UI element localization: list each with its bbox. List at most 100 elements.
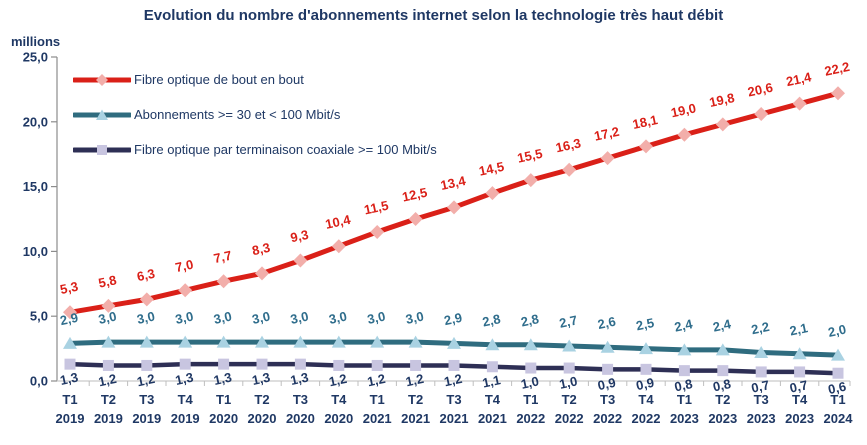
- data-point-marker-square: [410, 359, 422, 371]
- x-tick-label-year: 2019: [171, 411, 200, 426]
- data-point-marker-triangle: [255, 335, 269, 348]
- data-label: 2,2: [750, 319, 771, 337]
- y-tick-label: 0,0: [30, 374, 48, 389]
- data-point-marker-square: [717, 365, 729, 377]
- data-label: 7,7: [212, 248, 233, 266]
- data-point-marker-diamond: [331, 239, 346, 254]
- y-axis-unit-label: millions: [11, 34, 61, 49]
- data-point-marker-square: [371, 359, 383, 371]
- x-tick-label-quarter: T1: [62, 392, 77, 407]
- data-point-marker-square: [448, 359, 460, 371]
- data-label: 3,0: [251, 309, 272, 327]
- data-point-marker-square: [678, 365, 690, 377]
- data-point-marker-diamond: [178, 283, 193, 298]
- data-label: 2,9: [59, 310, 80, 328]
- x-tick-label-year: 2023: [747, 411, 776, 426]
- data-label: 3,0: [97, 309, 118, 327]
- data-point-marker-square: [141, 359, 153, 371]
- legend-swatch-graphic: [71, 109, 133, 120]
- x-tick-label-year: 2022: [516, 411, 545, 426]
- x-tick-label-quarter: T1: [677, 392, 692, 407]
- data-label: 11,5: [363, 198, 390, 218]
- data-label: 1,2: [135, 371, 156, 389]
- y-tick-label: 15,0: [23, 179, 48, 194]
- data-point-marker-triangle: [216, 335, 231, 348]
- data-label: 3,0: [327, 309, 348, 327]
- data-point-marker-diamond: [754, 107, 769, 122]
- data-point-marker-triangle: [101, 335, 116, 348]
- data-point-marker-triangle: [293, 335, 308, 348]
- data-label: 1,2: [443, 371, 464, 389]
- data-label: 19,0: [670, 100, 698, 120]
- data-point-marker-square: [294, 358, 306, 370]
- data-point-marker-square: [563, 362, 575, 374]
- data-label: 0,8: [673, 376, 694, 394]
- legend-swatch-line-diamond-icon: [71, 72, 133, 88]
- data-point-marker-diamond: [831, 86, 845, 101]
- x-tick-label-year: 2023: [708, 411, 737, 426]
- x-tick-label-year: 2020: [286, 411, 315, 426]
- data-label: 1,2: [327, 371, 348, 389]
- data-point-marker-triangle: [485, 338, 500, 351]
- legend-marker-triangle-icon: [96, 109, 108, 120]
- data-label: 2,8: [481, 311, 502, 329]
- legend-label: Abonnements >= 30 et < 100 Mbit/s: [134, 107, 341, 122]
- data-point-marker-diamond: [370, 224, 385, 239]
- data-label: 1,3: [212, 370, 233, 388]
- data-label: 2,7: [558, 312, 579, 330]
- data-point-marker-square: [218, 358, 230, 370]
- x-tick-label-quarter: T3: [754, 392, 769, 407]
- data-label: 2,9: [443, 310, 464, 328]
- data-label: 1,2: [366, 371, 387, 389]
- data-point-marker-diamond: [216, 274, 231, 289]
- data-point-marker-triangle: [370, 335, 385, 348]
- data-point-marker-square: [794, 366, 806, 378]
- data-point-marker-square: [333, 359, 345, 371]
- data-point-marker-square: [755, 366, 767, 378]
- data-label: 10,4: [324, 212, 353, 232]
- data-point-marker-diamond: [600, 151, 615, 166]
- data-label: 0,7: [788, 377, 809, 395]
- data-point-marker-diamond: [408, 212, 423, 226]
- data-label: 7,0: [174, 257, 195, 275]
- data-point-marker-triangle: [523, 338, 538, 351]
- x-tick-label-year: 2020: [209, 411, 238, 426]
- data-point-marker-diamond: [677, 127, 692, 142]
- data-point-marker-square: [486, 361, 498, 373]
- data-label: 21,4: [785, 69, 814, 89]
- data-label: 3,0: [289, 309, 310, 327]
- data-point-marker-square: [640, 363, 652, 375]
- x-tick-label-year: 2021: [478, 411, 507, 426]
- data-label: 2,6: [596, 314, 617, 332]
- legend-swatch-graphic: [71, 144, 133, 155]
- legend-label: Fibre optique de bout en bout: [134, 72, 304, 87]
- data-point-marker-square: [525, 362, 537, 374]
- data-point-marker-triangle: [562, 339, 577, 352]
- data-point-marker-diamond: [715, 117, 730, 132]
- data-point-marker-triangle: [331, 335, 346, 348]
- data-label: 0,6: [827, 379, 848, 397]
- data-point-marker-triangle: [63, 336, 77, 349]
- data-label: 1,3: [174, 370, 195, 388]
- x-tick-label-year: 2023: [785, 411, 814, 426]
- data-label: 1,2: [404, 371, 425, 389]
- data-point-marker-diamond: [101, 298, 116, 313]
- data-label: 0,9: [635, 375, 656, 393]
- data-point-marker-triangle: [754, 345, 769, 358]
- legend-item-abonnements-30-100: Abonnements >= 30 et < 100 Mbit/s: [71, 97, 437, 132]
- data-label: 12,5: [401, 185, 429, 205]
- data-label: 5,3: [59, 279, 80, 297]
- data-label: 2,1: [788, 320, 809, 338]
- data-label: 20,6: [746, 80, 774, 100]
- x-tick-label-quarter: T2: [101, 392, 116, 407]
- data-point-marker-square: [256, 358, 268, 370]
- data-label: 6,3: [135, 266, 156, 284]
- x-tick-label-quarter: T4: [485, 392, 501, 407]
- x-tick-label-quarter: T2: [715, 392, 730, 407]
- x-tick-label-year: 2022: [593, 411, 622, 426]
- x-tick-label-year: 2019: [56, 411, 85, 426]
- x-tick-label-year: 2022: [555, 411, 584, 426]
- x-tick-label-quarter: T2: [408, 392, 423, 407]
- data-point-marker-triangle: [831, 348, 845, 361]
